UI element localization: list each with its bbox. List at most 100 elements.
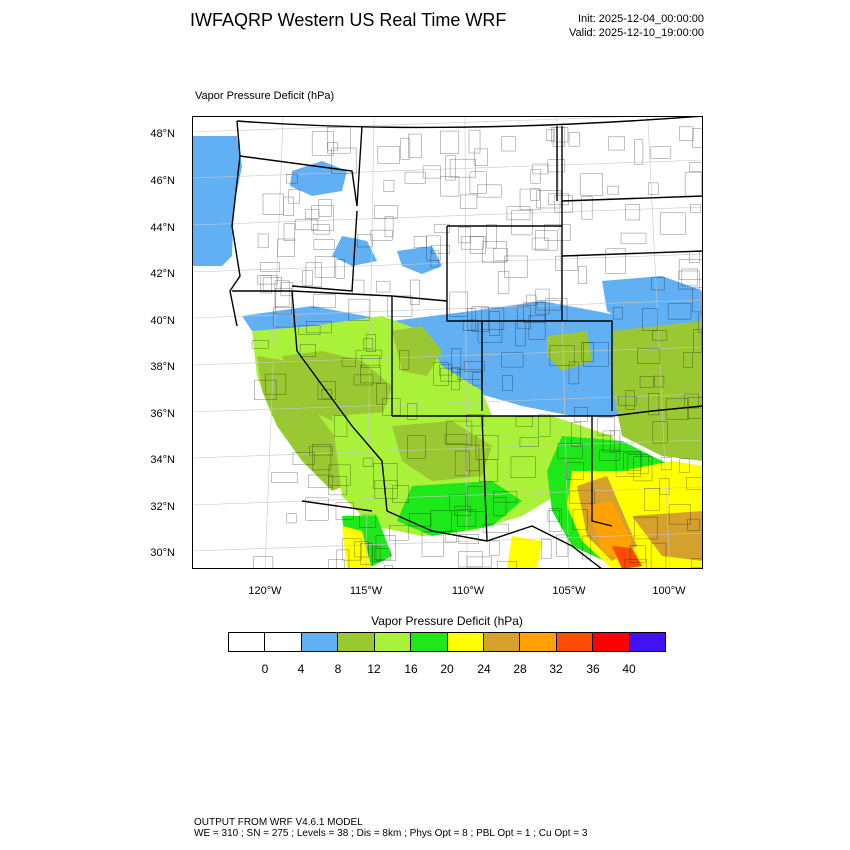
map-frame — [192, 116, 703, 569]
county-boundary — [445, 530, 457, 543]
county-boundary — [466, 308, 476, 331]
county-boundary — [554, 195, 573, 213]
county-boundary — [502, 375, 513, 391]
county-boundary — [430, 250, 440, 268]
county-boundary — [519, 437, 539, 447]
county-boundary — [482, 523, 509, 533]
county-boundary — [449, 494, 466, 511]
county-boundary — [312, 444, 332, 471]
county-boundary — [468, 129, 481, 154]
county-boundary — [477, 321, 503, 343]
county-boundary — [392, 485, 410, 503]
colorbar-label: 24 — [477, 662, 491, 676]
valid-time: Valid: 2025-12-10_19:00:00 — [569, 27, 704, 39]
county-boundary — [625, 390, 635, 410]
county-boundary — [461, 236, 484, 250]
county-boundary — [607, 185, 619, 195]
county-boundary — [472, 372, 483, 386]
county-boundary — [449, 159, 476, 178]
county-boundary — [446, 420, 473, 445]
county-boundary — [486, 224, 497, 249]
county-boundary — [535, 288, 550, 315]
county-boundary — [360, 543, 373, 565]
county-boundary — [311, 205, 334, 231]
county-boundary — [286, 174, 298, 184]
lon-label: 115°W — [349, 585, 383, 597]
county-boundary — [458, 227, 471, 244]
county-boundary — [574, 407, 588, 422]
county-boundary — [434, 224, 450, 233]
county-boundary — [373, 463, 398, 489]
county-boundary — [639, 376, 654, 388]
county-boundary — [440, 176, 460, 197]
county-boundary — [334, 415, 348, 437]
county-boundary — [693, 329, 703, 353]
county-boundary — [466, 414, 484, 427]
lon-label: 120°W — [248, 585, 282, 597]
county-boundary — [668, 504, 691, 525]
county-boundary — [371, 546, 381, 562]
county-boundary — [286, 513, 297, 524]
county-boundary — [277, 238, 295, 257]
county-boundary — [678, 259, 703, 280]
county-boundary — [556, 534, 569, 557]
colorbar-label: 40 — [622, 662, 636, 676]
county-boundary — [582, 535, 591, 560]
county-boundary — [652, 421, 668, 444]
county-boundary — [335, 502, 354, 520]
county-boundary — [440, 367, 461, 382]
county-boundary — [544, 224, 571, 241]
lat-label: 44°N — [150, 222, 175, 234]
county-boundary — [342, 538, 362, 561]
colorbar-label: 16 — [404, 662, 418, 676]
vpd-redorange-tx — [612, 546, 642, 569]
county-boundary — [454, 505, 471, 516]
county-boundary — [265, 373, 287, 395]
lon-label: 110°W — [451, 585, 485, 597]
colorbar-box — [265, 633, 302, 651]
county-boundary — [530, 188, 540, 201]
county-boundary — [288, 189, 300, 204]
colorbar-box — [374, 633, 412, 651]
county-boundary — [466, 486, 486, 512]
county-boundary — [421, 531, 444, 557]
county-boundary — [463, 361, 485, 372]
county-boundary — [313, 239, 335, 250]
graticule-line — [264, 116, 284, 569]
vpd-olive-utah — [392, 326, 442, 376]
county-boundary — [583, 342, 609, 367]
county-boundary — [309, 446, 333, 456]
lat-label: 42°N — [150, 268, 175, 280]
footer-model: OUTPUT FROM WRF V4.6.1 MODEL — [194, 817, 363, 828]
county-boundary — [260, 275, 272, 294]
graticule-line — [464, 116, 468, 569]
county-boundary — [618, 396, 637, 406]
pacific-water — [192, 136, 242, 266]
county-boundary — [475, 435, 499, 460]
county-boundary — [308, 474, 333, 488]
county-boundary — [568, 361, 579, 385]
county-boundary — [433, 362, 449, 386]
county-boundary — [683, 352, 693, 368]
county-boundary — [312, 131, 334, 156]
county-boundary — [691, 558, 703, 569]
colorbar-label: 8 — [334, 662, 342, 676]
county-boundary — [493, 491, 518, 503]
lat-label: 40°N — [150, 315, 175, 327]
county-boundary — [451, 367, 460, 391]
plot-title: IWFAQRP Western US Real Time WRF — [190, 10, 507, 30]
county-boundary — [571, 422, 581, 447]
vpd-olive-co — [547, 331, 592, 371]
county-boundary — [572, 509, 588, 530]
county-boundary — [271, 472, 298, 483]
county-boundary — [465, 444, 480, 472]
county-boundary — [659, 478, 670, 495]
county-boundary — [517, 306, 531, 329]
county-boundary — [444, 434, 467, 445]
vpd-olive-az — [392, 421, 492, 481]
county-boundary — [377, 146, 400, 164]
county-boundary — [526, 294, 537, 306]
county-boundary — [654, 375, 665, 388]
county-boundary — [363, 338, 373, 349]
county-boundary — [341, 358, 356, 367]
